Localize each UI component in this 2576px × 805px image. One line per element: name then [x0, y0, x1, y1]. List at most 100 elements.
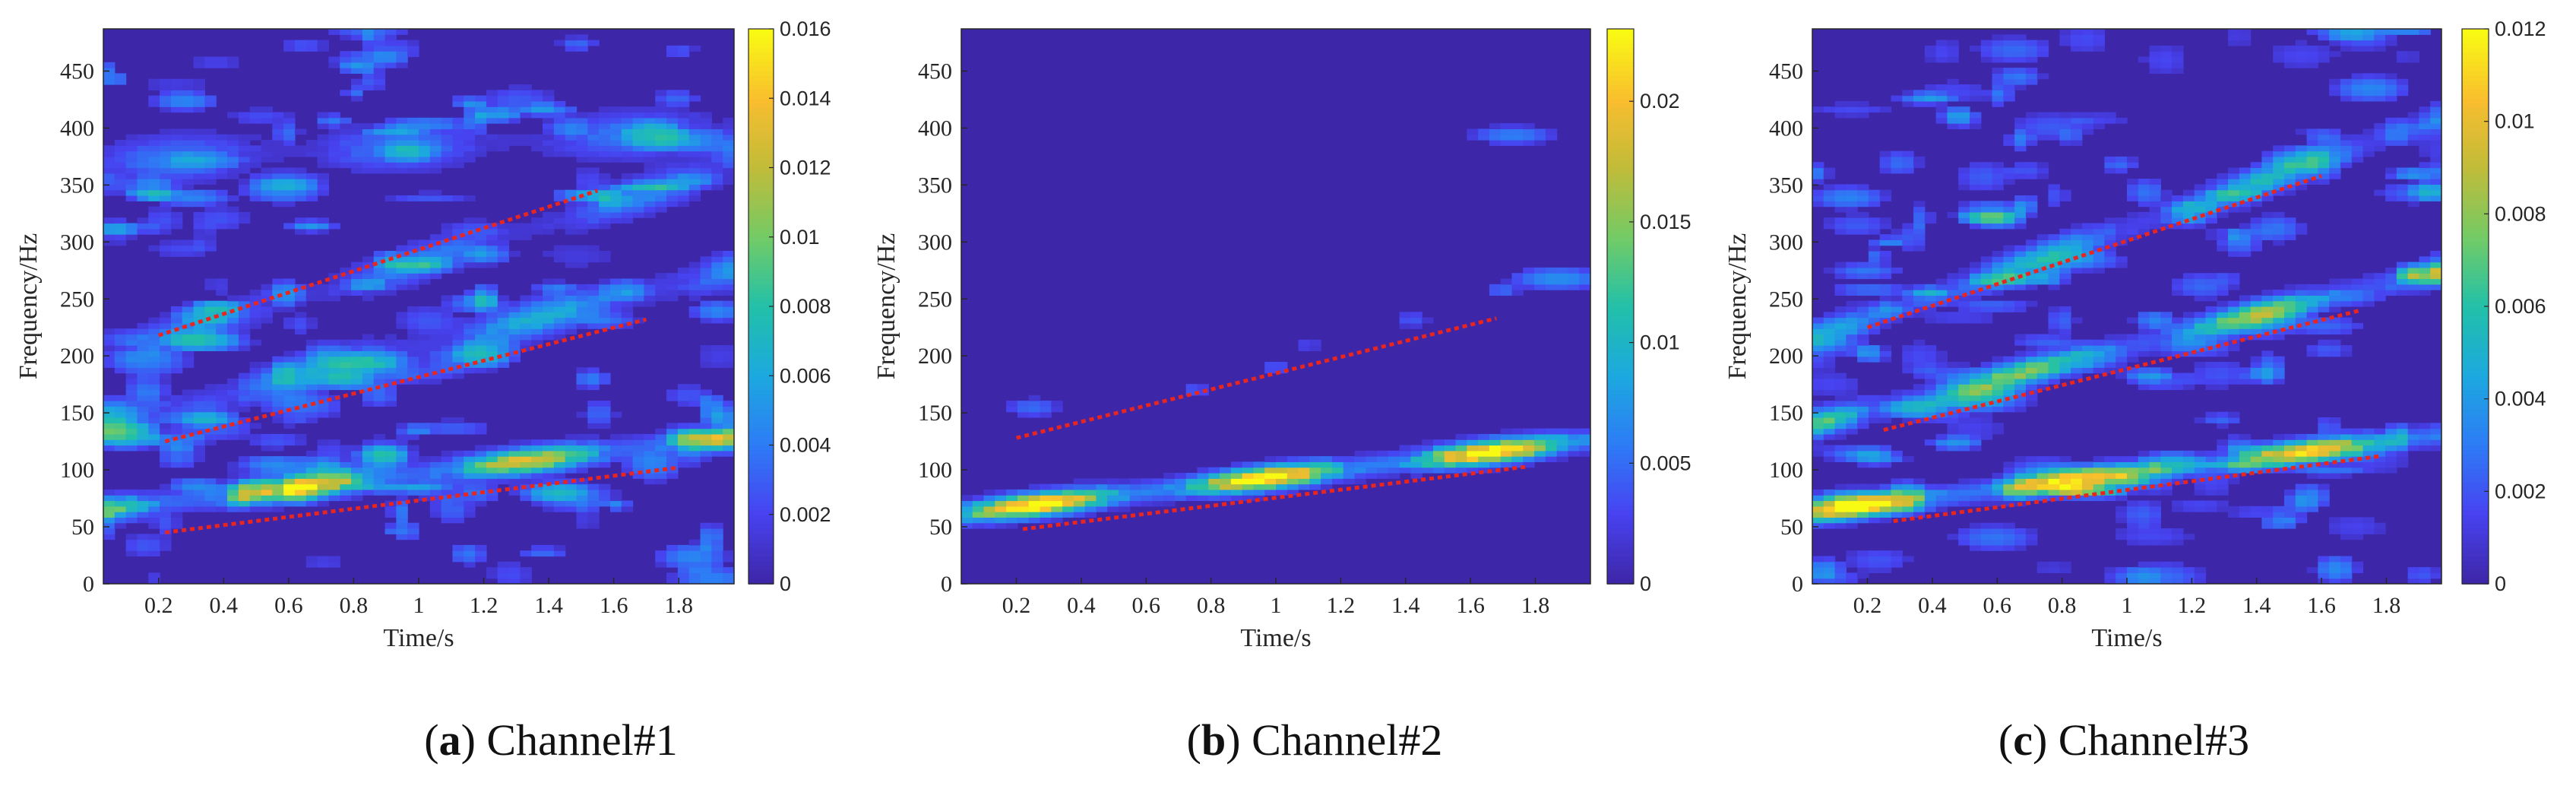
- heatmap-cell: [1824, 268, 1835, 274]
- heatmap-cell: [599, 284, 610, 290]
- heatmap-cell: [204, 417, 216, 423]
- heatmap-cell: [2172, 540, 2183, 546]
- heatmap-cell: [250, 173, 261, 179]
- heatmap-cell: [577, 490, 588, 496]
- heatmap-cell: [182, 390, 194, 396]
- heatmap-cell: [655, 184, 666, 190]
- heatmap-cell: [148, 223, 160, 230]
- heatmap-cell: [441, 246, 453, 252]
- heatmap-cell: [182, 490, 194, 496]
- heatmap-cell: [182, 484, 194, 490]
- heatmap-cell: [1835, 417, 1847, 423]
- heatmap-cell: [666, 140, 678, 146]
- heatmap-cell: [239, 456, 250, 462]
- heatmap-cell: [182, 350, 194, 357]
- heatmap-cell: [2183, 501, 2195, 507]
- heatmap-cell: [2003, 246, 2014, 252]
- heatmap-cell: [2160, 451, 2172, 457]
- heatmap-cell: [2059, 478, 2071, 484]
- heatmap-cell: [283, 467, 295, 474]
- heatmap-cell: [2206, 461, 2217, 467]
- heatmap-cell: [250, 467, 261, 474]
- heatmap-cell: [1220, 478, 1231, 484]
- heatmap-cell: [622, 451, 633, 457]
- heatmap-cell: [160, 423, 171, 429]
- heatmap-cell: [1913, 207, 1925, 213]
- heatmap-cell: [486, 262, 498, 268]
- heatmap-cell: [2093, 345, 2105, 351]
- heatmap-cell: [1388, 456, 1400, 462]
- heatmap-cell: [318, 501, 329, 507]
- colorbar-segment: [748, 496, 774, 501]
- heatmap-cell: [1869, 506, 1880, 512]
- heatmap-cell: [486, 301, 498, 307]
- heatmap-cell: [1880, 217, 1891, 223]
- heatmap-cell: [587, 512, 599, 518]
- heatmap-cell: [272, 128, 283, 135]
- colorbar-segment: [1607, 537, 1634, 543]
- heatmap-cell: [633, 118, 644, 124]
- heatmap-cell: [1891, 157, 1903, 163]
- heatmap-cell: [2138, 195, 2150, 201]
- heatmap-cell: [204, 207, 216, 213]
- heatmap-cell: [216, 217, 227, 223]
- heatmap-cell: [1501, 434, 1512, 440]
- heatmap-cell: [452, 550, 464, 556]
- heatmap-cell: [577, 495, 588, 501]
- heatmap-cell: [1309, 467, 1321, 474]
- heatmap-cell: [2138, 517, 2150, 523]
- heatmap-cell: [633, 123, 644, 129]
- heatmap-cell: [2037, 113, 2049, 119]
- heatmap-cell: [1846, 350, 1857, 357]
- heatmap-cell: [1857, 417, 1869, 423]
- heatmap-cell: [475, 135, 486, 141]
- heatmap-cell: [678, 96, 689, 102]
- heatmap-cell: [1299, 484, 1310, 490]
- heatmap-cell: [464, 251, 475, 257]
- heatmap-cell: [216, 390, 227, 396]
- heatmap-cell: [475, 467, 486, 474]
- heatmap-cell: [216, 57, 227, 63]
- heatmap-cell: [362, 334, 374, 341]
- heatmap-cell: [1902, 495, 1913, 501]
- heatmap-cell: [430, 145, 441, 151]
- heatmap-cell: [633, 295, 644, 301]
- heatmap-cell: [701, 562, 712, 568]
- heatmap-cell: [599, 135, 610, 141]
- heatmap-cell: [633, 290, 644, 296]
- heatmap-cell: [2104, 362, 2116, 368]
- heatmap-cell: [182, 340, 194, 346]
- heatmap-cell: [1231, 473, 1242, 479]
- heatmap-cell: [441, 423, 453, 429]
- heatmap-cell: [711, 401, 723, 407]
- heatmap-cell: [644, 123, 655, 129]
- heatmap-cell: [407, 151, 419, 157]
- heatmap-cell: [137, 490, 148, 496]
- heatmap-cell: [182, 395, 194, 401]
- heatmap-cell: [261, 495, 273, 501]
- heatmap-cell: [407, 334, 419, 341]
- heatmap-cell: [2082, 473, 2093, 479]
- heatmap-cell: [227, 145, 239, 151]
- heatmap-cell: [385, 451, 397, 457]
- heatmap-cell: [961, 495, 973, 501]
- heatmap-cell: [1433, 451, 1445, 457]
- heatmap-cell: [498, 118, 509, 124]
- heatmap-cell: [2059, 34, 2071, 40]
- heatmap-cell: [430, 512, 441, 518]
- heatmap-cell: [1936, 312, 1948, 318]
- y-tick-label: 150: [60, 401, 94, 426]
- heatmap-cell: [1085, 484, 1097, 490]
- heatmap-cell: [239, 323, 250, 329]
- heatmap-cell: [486, 445, 498, 452]
- heatmap-cell: [655, 429, 666, 435]
- heatmap-cell: [2195, 273, 2206, 279]
- heatmap-cell: [1891, 406, 1903, 412]
- heatmap-cell: [610, 445, 622, 452]
- heatmap-cell: [2014, 207, 2026, 213]
- heatmap-cell: [1925, 495, 1936, 501]
- heatmap-cell: [1467, 135, 1478, 141]
- heatmap-cell: [1970, 46, 1981, 52]
- heatmap-cell: [1467, 445, 1478, 452]
- heatmap-cell: [599, 212, 610, 218]
